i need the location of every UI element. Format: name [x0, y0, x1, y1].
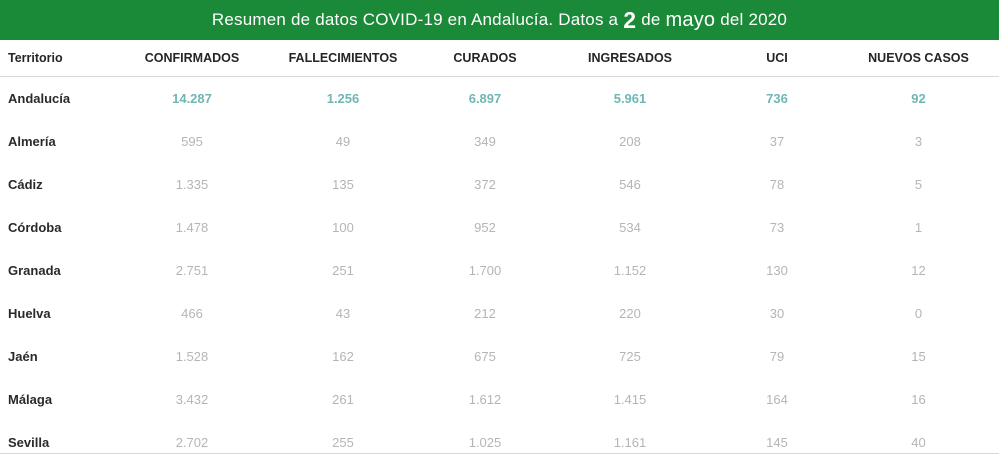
cell-ingresados: 208	[619, 134, 641, 149]
cell-ingresados: 534	[619, 220, 641, 235]
cell-confirmados: 595	[181, 134, 203, 149]
cell-territorio: Almería	[8, 134, 56, 149]
header-fallecimientos: FALLECIMIENTOS	[260, 40, 426, 77]
cell-territorio: Córdoba	[8, 220, 62, 235]
cell-territorio: Sevilla	[8, 435, 50, 450]
cell-curados: 1.700	[468, 263, 502, 278]
table-row: Almería 595 49 349 208 37 3	[0, 120, 999, 163]
cell-nuevos-casos: 16	[911, 392, 926, 407]
cell-fallecimientos: 135	[332, 177, 354, 192]
cell-fallecimientos: 255	[332, 435, 354, 450]
cell-territorio: Huelva	[8, 306, 51, 321]
cell-ingresados: 546	[619, 177, 641, 192]
cell-confirmados: 466	[181, 306, 203, 321]
cell-ingresados: 1.161	[613, 435, 647, 450]
cell-uci: 164	[766, 392, 788, 407]
cell-fallecimientos: 49	[335, 134, 351, 149]
table-row: Jaén 1.528 162 675 725 79 15	[0, 335, 999, 378]
cell-nuevos-casos: 12	[911, 263, 926, 278]
title-month: mayo	[665, 8, 716, 31]
cell-curados: 675	[474, 349, 496, 364]
cell-ingresados: 1.152	[613, 263, 647, 278]
table-row-andalucia: Andalucía 14.287 1.256 6.897 5.961 736 9…	[0, 77, 999, 121]
cell-uci: 145	[766, 435, 788, 450]
cell-confirmados: 3.432	[175, 392, 209, 407]
header-uci: UCI	[716, 40, 838, 77]
cell-territorio: Cádiz	[8, 177, 43, 192]
cell-nuevos-casos: 15	[911, 349, 926, 364]
table-row: Málaga 3.432 261 1.612 1.415 164 16	[0, 378, 999, 421]
covid-data-table: Territorio CONFIRMADOS FALLECIMIENTOS CU…	[0, 40, 999, 464]
cell-uci: 736	[766, 91, 788, 106]
cell-nuevos-casos: 92	[911, 91, 926, 106]
cell-confirmados: 2.702	[175, 435, 209, 450]
cell-curados: 372	[474, 177, 496, 192]
cell-uci: 79	[769, 349, 785, 364]
cell-fallecimientos: 100	[332, 220, 354, 235]
table-row: Huelva 466 43 212 220 30 0	[0, 292, 999, 335]
cell-ingresados: 725	[619, 349, 641, 364]
cell-territorio: Jaén	[8, 349, 38, 364]
cell-curados: 1.612	[468, 392, 502, 407]
cell-nuevos-casos: 40	[911, 435, 926, 450]
table-row: Sevilla 2.702 255 1.025 1.161 145 40	[0, 421, 999, 464]
cell-uci: 30	[769, 306, 785, 321]
cell-nuevos-casos: 5	[914, 177, 923, 192]
table-bottom-border	[0, 453, 999, 454]
title-prefix: Resumen de datos COVID-19 en Andalucía. …	[211, 10, 619, 29]
cell-ingresados: 220	[619, 306, 641, 321]
cell-territorio: Granada	[8, 263, 61, 278]
cell-territorio: Andalucía	[8, 91, 71, 106]
cell-uci: 78	[769, 177, 785, 192]
cell-uci: 37	[769, 134, 785, 149]
cell-curados: 212	[474, 306, 496, 321]
cell-confirmados: 1.478	[175, 220, 209, 235]
cell-confirmados: 1.335	[175, 177, 209, 192]
cell-fallecimientos: 1.256	[326, 91, 360, 106]
table-header-row: Territorio CONFIRMADOS FALLECIMIENTOS CU…	[0, 40, 999, 77]
cell-curados: 349	[474, 134, 496, 149]
title-de: de	[641, 10, 661, 29]
table-row: Granada 2.751 251 1.700 1.152 130 12	[0, 249, 999, 292]
cell-curados: 6.897	[468, 91, 502, 106]
header-nuevos-casos: NUEVOS CASOS	[838, 40, 999, 77]
title-year: del 2020	[720, 10, 788, 29]
cell-confirmados: 14.287	[172, 91, 212, 106]
cell-uci: 73	[769, 220, 785, 235]
cell-fallecimientos: 43	[335, 306, 351, 321]
cell-ingresados: 1.415	[613, 392, 647, 407]
header-curados: CURADOS	[426, 40, 544, 77]
cell-ingresados: 5.961	[613, 91, 647, 106]
table-row: Cádiz 1.335 135 372 546 78 5	[0, 163, 999, 206]
cell-nuevos-casos: 0	[914, 306, 923, 321]
cell-fallecimientos: 162	[332, 349, 354, 364]
cell-confirmados: 1.528	[175, 349, 209, 364]
header-ingresados: INGRESADOS	[544, 40, 716, 77]
cell-curados: 952	[474, 220, 496, 235]
cell-fallecimientos: 251	[332, 263, 354, 278]
title-day: 2	[623, 6, 637, 33]
table-row: Córdoba 1.478 100 952 534 73 1	[0, 206, 999, 249]
cell-territorio: Málaga	[8, 392, 53, 407]
header-confirmados: CONFIRMADOS	[124, 40, 260, 77]
cell-confirmados: 2.751	[175, 263, 209, 278]
cell-curados: 1.025	[468, 435, 502, 450]
cell-nuevos-casos: 1	[914, 220, 923, 235]
cell-fallecimientos: 261	[332, 392, 354, 407]
report-title-banner: Resumen de datos COVID-19 en Andalucía. …	[0, 0, 999, 40]
cell-uci: 130	[766, 263, 788, 278]
header-territorio: Territorio	[0, 40, 124, 77]
cell-nuevos-casos: 3	[914, 134, 923, 149]
